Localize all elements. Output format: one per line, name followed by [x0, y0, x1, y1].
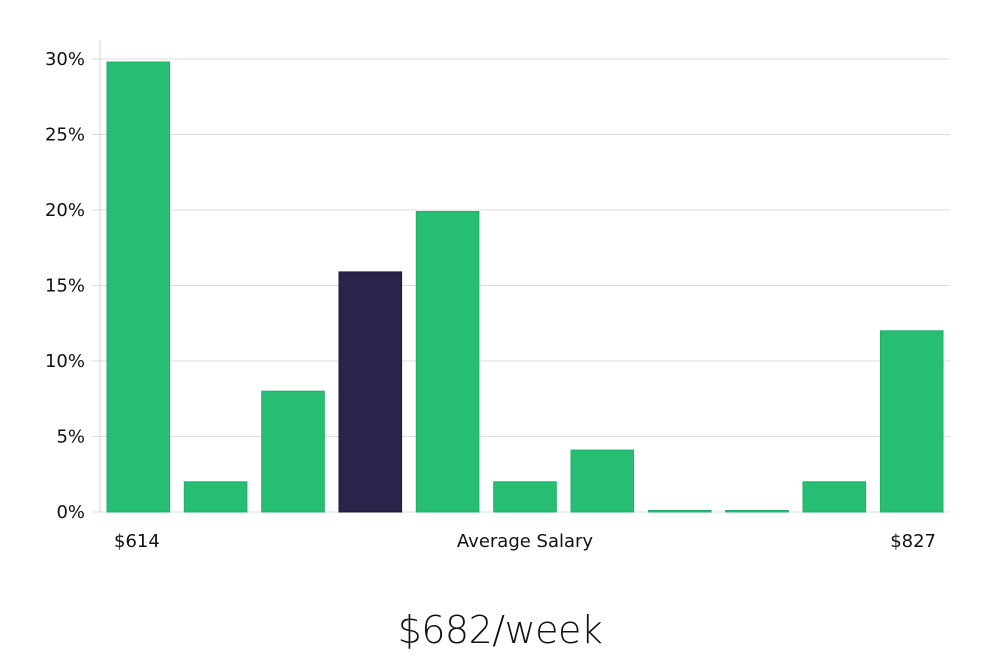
- y-tick-label: 0%: [56, 502, 85, 523]
- y-tick-label: 30%: [45, 49, 85, 70]
- average-salary-headline: $682/week: [397, 608, 603, 652]
- x-axis-title: Average Salary: [457, 531, 594, 552]
- bars: [106, 61, 944, 513]
- y-tick-label: 10%: [45, 351, 85, 372]
- y-tick-label: 5%: [56, 427, 85, 448]
- bar: [570, 449, 635, 513]
- bar: [261, 390, 325, 513]
- y-tick-label: 20%: [45, 200, 85, 221]
- grid: [92, 58, 950, 513]
- bar: [415, 211, 480, 513]
- bar: [647, 510, 712, 513]
- bar: [725, 510, 789, 513]
- bar: [493, 481, 557, 513]
- bar: [183, 481, 248, 513]
- bar: [106, 61, 171, 513]
- bar: [879, 330, 944, 513]
- salary-distribution-chart: 0%5%10%15%20%25%30% $614 Average Salary …: [45, 40, 950, 552]
- bar: [802, 481, 867, 513]
- y-tick-label: 15%: [45, 276, 85, 297]
- bar-highlighted: [338, 271, 403, 513]
- y-tick-labels: 0% 5% 10% 15% 20% 25% 30%: [45, 49, 85, 523]
- x-end-label: $827: [890, 531, 936, 552]
- x-start-label: $614: [114, 531, 160, 552]
- y-tick-label: 25%: [45, 125, 85, 146]
